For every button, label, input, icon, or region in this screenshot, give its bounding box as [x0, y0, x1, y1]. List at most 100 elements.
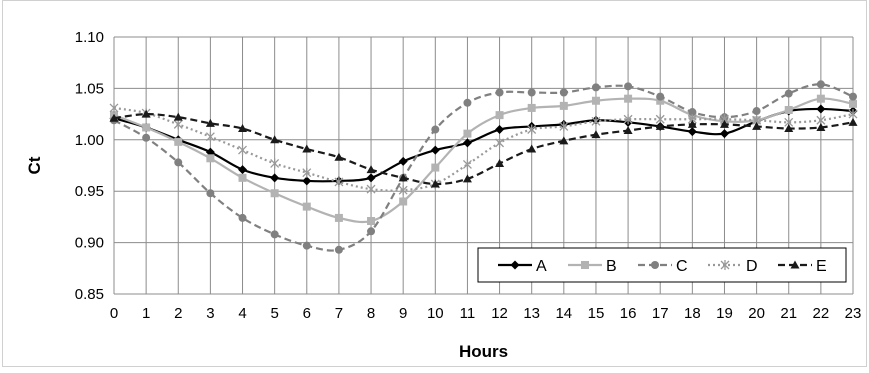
y-tick-label: 0.95 [75, 183, 104, 200]
data-point-B [431, 163, 440, 172]
series-line-E [113, 112, 854, 186]
data-point-E [527, 144, 537, 153]
legend-item-B: B [568, 258, 617, 275]
x-tick-label: 3 [206, 305, 214, 322]
x-tick-label: 13 [523, 305, 540, 322]
data-point-D [398, 185, 408, 196]
x-tick-label: 20 [748, 305, 765, 322]
data-point-E [334, 152, 344, 161]
legend-marker [720, 260, 730, 270]
data-point-D [205, 131, 215, 142]
x-tick-label: 11 [460, 305, 476, 322]
x-tick-label: 18 [684, 305, 701, 322]
x-tick-label: 7 [335, 305, 343, 322]
data-point-B [656, 96, 665, 105]
x-tick-label: 15 [588, 305, 605, 322]
data-point-B [463, 129, 472, 138]
legend-item-A: A [498, 258, 547, 275]
data-point-B [174, 137, 183, 146]
legend-marker [790, 260, 800, 269]
data-point-B [206, 154, 215, 163]
data-point-E [784, 123, 794, 132]
data-point-C [463, 98, 472, 107]
data-point-E [495, 158, 505, 167]
y-axis-title: Ct [25, 156, 44, 174]
data-point-C [302, 241, 311, 250]
x-tick-label: 16 [620, 305, 637, 322]
x-tick-label: 1 [142, 305, 150, 322]
legend-label: B [606, 258, 617, 275]
y-tick-label: 1.05 [75, 80, 104, 97]
data-point-D [462, 159, 472, 170]
data-point-A [302, 176, 312, 186]
legend-item-D: D [708, 258, 758, 275]
data-point-E [816, 122, 826, 131]
data-point-C [624, 82, 633, 91]
legend-marker [651, 261, 659, 269]
data-point-C [849, 92, 857, 101]
data-point-E [559, 136, 569, 145]
data-point-E [752, 121, 762, 130]
data-point-E [430, 179, 440, 188]
data-point-A [366, 173, 376, 183]
data-point-E [270, 135, 280, 144]
data-point-C [206, 189, 215, 198]
data-point-C [816, 80, 825, 89]
x-axis-title: Hours [459, 342, 508, 361]
data-point-A [719, 129, 729, 139]
x-tick-label: 9 [399, 305, 407, 322]
data-point-B [559, 101, 568, 110]
data-point-B [302, 202, 311, 211]
data-point-C [688, 108, 697, 117]
data-point-B [142, 123, 151, 132]
x-tick-label: 17 [652, 305, 669, 322]
data-point-E [398, 173, 408, 182]
data-point-D [302, 167, 312, 178]
data-point-E [848, 117, 858, 126]
legend-label: D [746, 258, 758, 275]
data-point-B [849, 99, 857, 108]
legend-marker [581, 261, 589, 269]
data-point-B [334, 213, 343, 222]
data-point-C [270, 230, 279, 239]
data-point-B [591, 96, 600, 105]
data-point-C [784, 89, 793, 98]
data-point-D [848, 109, 858, 120]
x-tick-label: 14 [555, 305, 572, 322]
tick-labels: 0.850.900.951.001.051.100 1 2 3 4 5 6 7 8 9 10 11 12… [75, 29, 862, 322]
data-point-E [719, 119, 729, 128]
data-point-C [527, 88, 536, 97]
data-point-E [655, 121, 665, 130]
data-point-C [334, 245, 343, 254]
legend-item-C: C [638, 258, 688, 275]
data-point-E [366, 165, 376, 174]
legend-label: C [676, 258, 688, 275]
data-point-E [109, 113, 119, 122]
data-point-B [270, 189, 279, 198]
data-point-A [687, 127, 697, 137]
data-point-B [238, 173, 247, 182]
data-point-D [334, 176, 344, 187]
data-point-D [495, 137, 505, 148]
data-point-D [366, 184, 376, 195]
x-tick-label: 4 [238, 305, 246, 322]
data-point-C [431, 125, 440, 134]
series-layer [109, 80, 858, 254]
data-point-A [462, 138, 472, 148]
x-tick-label: 8 [367, 305, 375, 322]
data-point-B [527, 103, 536, 112]
x-tick-label: 22 [813, 305, 830, 322]
x-tick-label: 6 [303, 305, 311, 322]
data-point-E [141, 109, 151, 118]
x-tick-label: 5 [270, 305, 278, 322]
data-point-B [495, 111, 504, 120]
data-point-B [816, 94, 825, 103]
data-point-E [623, 126, 633, 135]
x-tick-label: 10 [427, 305, 444, 322]
series-C [110, 80, 857, 254]
x-tick-label: 19 [716, 305, 733, 322]
data-point-D [591, 116, 601, 127]
data-point-E [462, 174, 472, 183]
legend-label: A [536, 258, 547, 275]
